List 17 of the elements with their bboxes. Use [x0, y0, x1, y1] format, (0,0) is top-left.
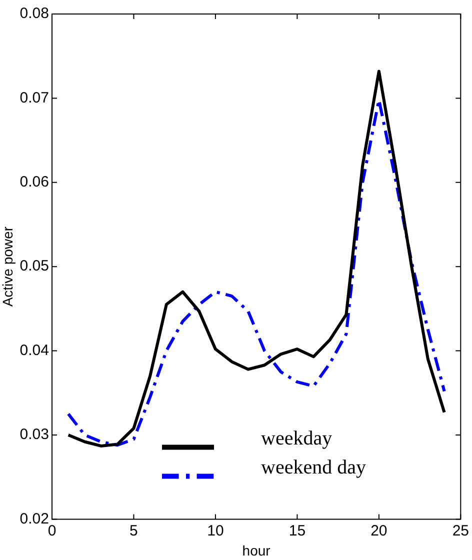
y-tick-label: 0.04 — [20, 342, 49, 359]
x-tick-label: 0 — [48, 522, 56, 540]
y-tick-label: 0.08 — [20, 5, 49, 22]
x-axis-title: hour — [242, 542, 271, 558]
y-tick-label: 0.07 — [20, 89, 49, 106]
x-tick-label: 5 — [130, 522, 138, 540]
x-tick-label: 20 — [370, 522, 388, 540]
y-axis-title: Active power — [0, 226, 16, 307]
y-tick-label: 0.06 — [20, 174, 49, 191]
y-tick-label: 0.03 — [20, 426, 49, 444]
x-tick-label: 15 — [288, 522, 306, 540]
x-tick-label: 10 — [207, 522, 224, 540]
y-tick-label: 0.05 — [20, 258, 49, 275]
legend-label: weekday — [260, 427, 332, 450]
x-tick-label: 25 — [452, 522, 469, 540]
y-tick-label: 0.02 — [20, 510, 49, 528]
legend-label: weekend day — [260, 456, 366, 478]
